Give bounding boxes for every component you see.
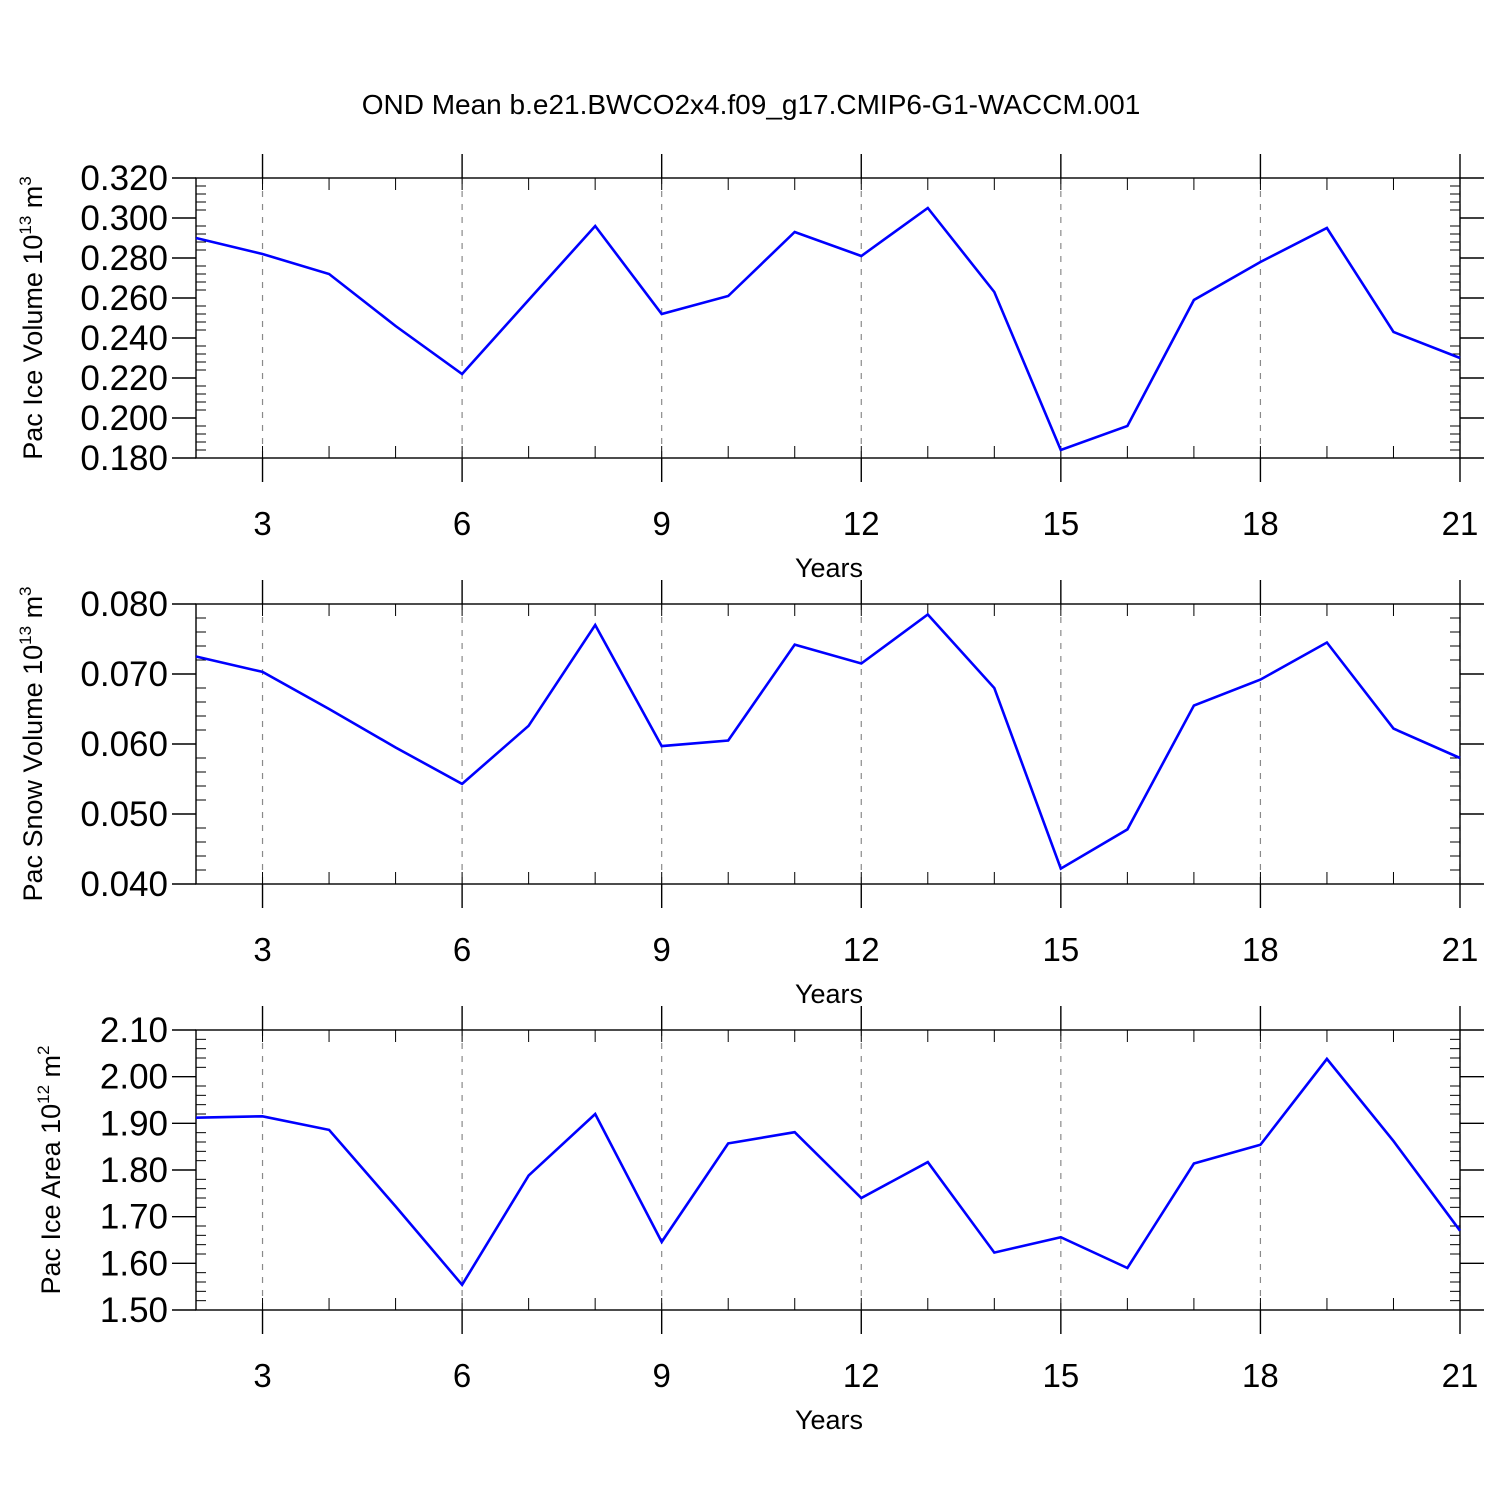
x-tick-label: 6 [453,505,471,542]
y-axis-title-text: Pac Ice Volume 10 [18,235,48,460]
y-tick-label: 0.280 [80,239,168,278]
y-tick-label: 1.50 [100,1291,168,1330]
x-tick-label: 3 [253,505,271,542]
y-tick-label: 0.080 [80,585,168,624]
x-tick-label: 15 [1042,1357,1079,1394]
x-axis-title: Years [795,979,863,1009]
x-tick-label: 15 [1042,505,1079,542]
y-tick-label: 0.300 [80,199,168,238]
y-tick-label: 1.90 [100,1104,168,1143]
y-tick-label: 2.10 [100,1011,168,1050]
y-axis-title-unit: m [18,596,48,626]
y-axis-title-exponent: 13 [16,626,35,645]
panel-snow-volume: 0.040 0.050 0.060 0.070 0.080 3 6 9 12 15 18 21 Yea… [16,580,1484,1009]
y-axis-title-unit-exponent: 3 [16,586,35,595]
plot-frame [195,177,1461,459]
y-tick-label: 0.220 [80,359,168,398]
figure-title: OND Mean b.e21.BWCO2x4.f09_g17.CMIP6-G1-… [362,89,1141,120]
x-tick-label: 3 [253,1357,271,1394]
x-tick-label: 6 [453,1357,471,1394]
y-axis-title-text: Pac Snow Volume 10 [18,645,48,902]
y-tick-label: 0.060 [80,725,168,764]
y-axis-title-unit: m [36,1055,66,1085]
y-tick-label: 0.040 [80,865,168,904]
x-tick-label: 18 [1242,1357,1279,1394]
x-tick-label: 9 [653,931,671,968]
x-tick-label: 21 [1442,1357,1479,1394]
y-tick-label: 0.050 [80,795,168,834]
y-axis-title-unit: m [18,186,48,216]
y-axis-title-text: Pac Ice Area 10 [36,1104,66,1295]
x-tick-label: 18 [1242,931,1279,968]
y-tick-label: 0.200 [80,399,168,438]
series-line [195,1056,1462,1288]
y-tick-label: 0.070 [80,655,168,694]
x-tick-label: 15 [1042,931,1079,968]
y-axis-title-exponent: 12 [34,1085,53,1104]
y-tick-label: 0.240 [80,319,168,358]
panel-ice-area: 1.501.601.701.801.902.002.103 6 9 12 15 18 21 … [34,1006,1484,1435]
x-tick-label: 21 [1442,505,1479,542]
y-axis-title-exponent: 13 [16,216,35,235]
y-tick-label: 1.70 [100,1198,168,1237]
x-tick-label: 12 [843,931,880,968]
panel-ice-volume: 0.1800.2000.2200.2400.2600.2800.3000.320… [16,154,1484,583]
y-tick-label: 1.80 [100,1151,168,1190]
series-line [195,612,1461,871]
x-tick-label: 6 [453,931,471,968]
y-axis-title-unit-exponent: 2 [34,1045,53,1054]
x-tick-label: 9 [653,1357,671,1394]
y-tick-label: 0.180 [80,439,168,478]
x-tick-label: 12 [843,1357,880,1394]
plot-frame [195,603,1461,885]
x-tick-label: 3 [253,931,271,968]
x-axis-title: Years [795,553,863,583]
y-axis-title: Pac Ice Volume 1013 m3 [16,176,48,460]
y-tick-label: 1.60 [100,1244,168,1283]
x-tick-label: 21 [1442,931,1479,968]
y-tick-label: 0.260 [80,279,168,318]
y-tick-label: 2.00 [100,1058,168,1097]
x-tick-label: 18 [1242,505,1279,542]
plot-frame [195,1029,1461,1311]
y-axis-title-unit-exponent: 3 [16,176,35,185]
y-tick-label: 0.320 [80,159,168,198]
x-tick-label: 9 [653,505,671,542]
y-axis-title: Pac Snow Volume 1013 m3 [16,586,48,901]
x-tick-label: 12 [843,505,880,542]
y-axis-title: Pac Ice Area 1012 m2 [34,1045,66,1294]
x-axis-title: Years [795,1405,863,1435]
series-line [195,206,1461,452]
